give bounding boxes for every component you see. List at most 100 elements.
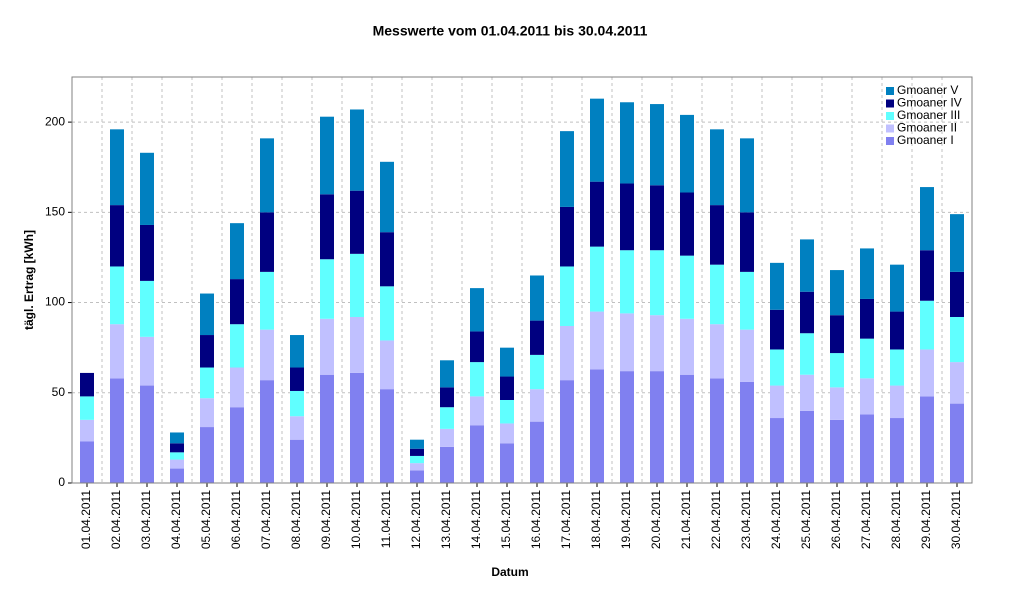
x-tick-label: 20.04.2011: [649, 490, 663, 549]
bar-segment: [800, 239, 814, 292]
x-tick-label: 15.04.2011: [499, 490, 513, 549]
bar-segment: [830, 270, 844, 316]
bar-segment: [710, 264, 724, 325]
bar-segment: [650, 371, 664, 483]
bar-segment: [350, 316, 364, 373]
y-tick-label: 200: [45, 114, 65, 128]
bar-segment: [110, 378, 124, 483]
bar-segment: [500, 376, 514, 400]
bar-segment: [380, 286, 394, 341]
bar-segment: [860, 248, 874, 299]
bar-segment: [800, 374, 814, 411]
bar-segment: [620, 102, 634, 184]
bar-segment: [680, 318, 694, 375]
bar-segment: [530, 275, 544, 321]
x-axis-label: Datum: [491, 565, 528, 579]
x-tick-label: 30.04.2011: [949, 490, 963, 549]
bar-segment: [230, 324, 244, 368]
bar-segment: [170, 432, 184, 444]
bar-segment: [800, 291, 814, 334]
bar-segment: [770, 385, 784, 419]
bar-segment: [320, 194, 334, 260]
legend-swatch: [886, 137, 894, 145]
x-tick-label: 16.04.2011: [529, 490, 543, 549]
bar-segment: [500, 347, 514, 377]
bar-segment: [710, 205, 724, 265]
bar-segment: [830, 353, 844, 388]
bar-segment: [560, 206, 574, 267]
x-tick-label: 10.04.2011: [349, 490, 363, 549]
legend-label: Gmoaner IV: [897, 96, 962, 110]
legend-label: Gmoaner III: [897, 108, 960, 122]
bar-segment: [350, 109, 364, 191]
legend-swatch: [886, 112, 894, 120]
bar-segment: [320, 318, 334, 375]
bar-segment: [800, 333, 814, 375]
bar-segment: [260, 138, 274, 213]
bar-segment: [230, 279, 244, 325]
legend-swatch: [886, 124, 894, 133]
bar-segment: [260, 329, 274, 381]
x-tick-label: 21.04.2011: [679, 490, 693, 549]
bar-segment: [920, 187, 934, 251]
bar-segment: [830, 387, 844, 420]
chart-title: Messwerte vom 01.04.2011 bis 30.04.2011: [373, 23, 648, 39]
bar-segment: [380, 389, 394, 483]
bar-segment: [140, 152, 154, 225]
bar-segment: [620, 371, 634, 483]
bar-segment: [470, 362, 484, 397]
bar-segment: [200, 293, 214, 336]
x-tick-label: 06.04.2011: [229, 490, 243, 549]
bar-segment: [410, 470, 424, 483]
bar-segment: [740, 138, 754, 213]
bar-segment: [80, 441, 94, 483]
bar-segment: [470, 425, 484, 483]
x-tick-label: 19.04.2011: [619, 490, 633, 549]
bar-segment: [740, 212, 754, 272]
bar-segment: [590, 311, 604, 370]
bar-segment: [500, 399, 514, 424]
x-tick-label: 26.04.2011: [829, 490, 843, 549]
bar-segment: [650, 315, 664, 372]
bar-segment: [440, 360, 454, 388]
bar-segment: [110, 129, 124, 206]
bar-segment: [110, 324, 124, 379]
x-tick-label: 24.04.2011: [769, 490, 783, 549]
bar-segment: [770, 418, 784, 483]
bar-segment: [890, 418, 904, 483]
x-tick-label: 28.04.2011: [889, 490, 903, 549]
y-axis-label: tägl. Ertrag [kWh]: [22, 230, 36, 330]
x-tick-label: 08.04.2011: [289, 490, 303, 549]
x-tick-label: 04.04.2011: [169, 490, 183, 549]
bar-segment: [920, 300, 934, 350]
legend-swatch: [886, 99, 894, 108]
bar-segment: [740, 271, 754, 330]
bar-segment: [110, 266, 124, 325]
bar-segment: [200, 398, 214, 428]
bar-segment: [170, 443, 184, 453]
bar-segment: [860, 298, 874, 339]
bar-segment: [200, 335, 214, 368]
bar-segment: [320, 116, 334, 195]
bar-segment: [650, 185, 664, 251]
bar-segment: [770, 349, 784, 386]
y-tick-label: 100: [45, 295, 65, 309]
bar-segment: [260, 380, 274, 483]
bar-segment: [230, 407, 244, 483]
bar-segment: [80, 396, 94, 420]
bar-segment: [440, 407, 454, 429]
bar-segment: [890, 385, 904, 419]
bar-segment: [890, 349, 904, 386]
x-tick-label: 07.04.2011: [259, 490, 273, 549]
bar-segment: [740, 329, 754, 382]
bar-segment: [680, 255, 694, 319]
x-tick-label: 02.04.2011: [109, 490, 123, 549]
bar-segment: [230, 367, 244, 408]
bar-segment: [260, 212, 274, 272]
y-tick-label: 150: [45, 205, 65, 219]
bar-segment: [860, 338, 874, 379]
bar-segment: [170, 468, 184, 483]
bar-segment: [290, 416, 304, 440]
bar-segment: [140, 224, 154, 281]
